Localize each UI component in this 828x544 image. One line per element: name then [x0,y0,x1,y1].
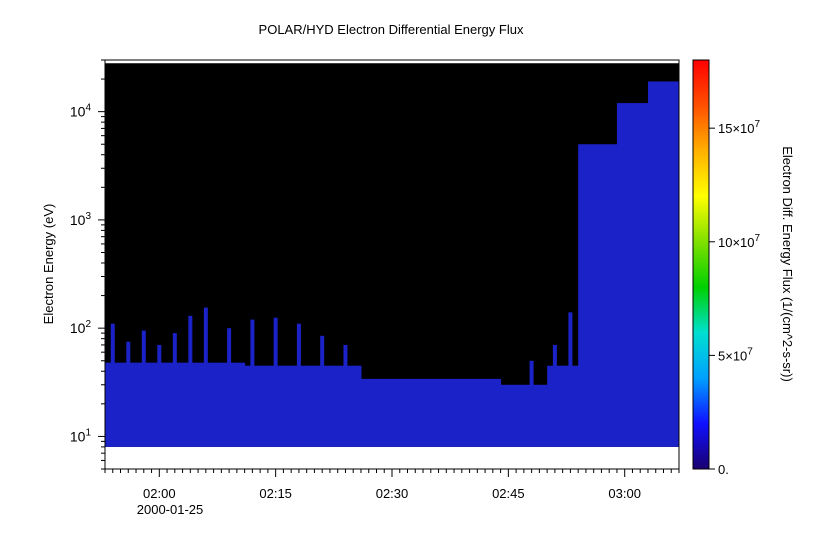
spectrum-spike [110,323,115,447]
spectrum-spike [529,360,534,447]
spectrum-segment [360,378,502,447]
y-axis-label: Electron Energy (eV) [41,204,56,325]
spectrum-spike [296,323,301,447]
spectrum-segment [547,365,579,447]
y-tick-label: 104 [70,103,92,120]
colorbar: 0. 5×107 10×107 15×107 [692,59,761,477]
colorbar-tick-label: 15×107 [718,119,761,136]
x-tick-label: 03:00 [608,486,641,501]
x-tick-label: 02:15 [259,486,292,501]
x-tick-label: 02:00 [143,486,176,501]
colorbar-tick-label: 5×107 [718,346,753,363]
spectrum-spike [203,307,208,447]
y-axis: 101 102 103 104 [70,59,105,470]
spectrum-spike [343,344,348,447]
spectrum-spike [320,335,325,447]
spectrum-segment [244,365,362,447]
x-axis: 02:00 02:15 02:30 02:45 03:00 [104,469,680,501]
spectrum-segment [647,81,680,447]
chart-title: POLAR/HYD Electron Differential Energy F… [259,22,524,37]
x-tick-label: 02:45 [492,486,525,501]
colorbar-tick-label: 0. [718,462,729,477]
spectrum-spike [157,344,162,447]
spectrum-segment [500,384,548,447]
plot-area [104,59,680,470]
colorbar-label: Electron Diff. Energy Flux (1/(cm^2-s-sr… [780,146,795,382]
spectrum-spike [568,312,573,447]
spectrum-spike [227,328,232,447]
spectrum-spike [250,319,255,447]
y-tick-label: 102 [70,319,92,336]
x-axis-date-label: 2000-01-25 [137,502,204,517]
y-tick-label: 103 [70,211,92,228]
spectrum-segment [616,103,649,447]
colorbar-tick-label: 10×107 [718,233,761,250]
spectrum-spike [126,341,131,447]
spectrum-spike [273,317,278,447]
y-tick-label: 101 [70,427,92,444]
spectrum-spike [188,315,193,447]
spectrum-spike [552,344,557,447]
spectrum-segment [578,144,618,447]
x-tick-label: 02:30 [376,486,409,501]
colorbar-gradient [692,59,710,470]
spectrum-spike [172,333,177,447]
spectrum-spike [141,330,146,447]
